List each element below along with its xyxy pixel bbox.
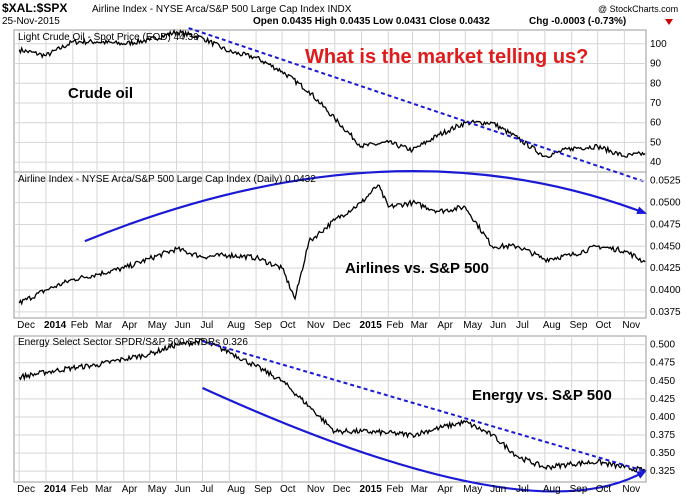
y-tick-label: 0.0425 [650, 263, 681, 274]
panel-3-frame [13, 335, 647, 483]
x-tick-label: May [463, 320, 482, 331]
watermark: @ StockCharts.com [598, 4, 678, 14]
x-tick-label: Nov [622, 320, 640, 331]
x-tick-label: Jul [200, 320, 213, 331]
ohlc-readout: Open 0.0435 High 0.0435 Low 0.0431 Close… [253, 16, 490, 27]
x-tick-label: Nov [307, 484, 325, 495]
x-tick-label: Apr [122, 484, 138, 495]
y-tick-label: 0.450 [650, 376, 675, 387]
change-readout: Chg -0.0003 (-0.73%) [529, 16, 626, 27]
y-tick-label: 100 [650, 39, 667, 50]
x-tick-label: 2015 [360, 320, 383, 331]
y-tick-label: 0.375 [650, 430, 675, 441]
x-tick-label: Sep [254, 484, 272, 495]
trend-arc-3 [202, 386, 647, 493]
x-tick-label: Feb [386, 484, 404, 495]
trendline-1 [188, 27, 646, 183]
y-tick-label: 0.475 [650, 358, 675, 369]
chart-header: $XAL:$SPX Airline Index - NYSE Arca/S&P … [2, 1, 678, 27]
x-tick-label: Oct [596, 320, 612, 331]
y-tick-label: 0.400 [650, 412, 675, 423]
x-tick-label: Aug [227, 484, 245, 495]
airlines-annotation: Airlines vs. S&P 500 [345, 260, 489, 277]
symbol-label: $XAL:$SPX [2, 1, 67, 15]
x-tick-label: Apr [437, 484, 453, 495]
x-tick-label: Oct [280, 320, 296, 331]
x-tick-label: Nov [622, 484, 640, 495]
trendline-3 [202, 340, 646, 473]
down-arrow-icon [665, 19, 673, 25]
x-tick-label: 2015 [360, 484, 383, 495]
y-tick-label: 70 [650, 98, 662, 109]
panel-1-title: Light Crude Oil - Spot Price (EOD) 44.39 [18, 32, 199, 43]
x-tick-label: May [148, 484, 167, 495]
x-tick-label: Nov [307, 320, 325, 331]
y-tick-label: 0.0500 [650, 198, 681, 209]
x-tick-label: Feb [386, 320, 404, 331]
x-tick-label: Dec [17, 320, 35, 331]
x-tick-label: Aug [543, 320, 561, 331]
panel-2-frame [13, 171, 647, 319]
y-tick-label: 40 [650, 157, 662, 168]
x-tick-label: Mar [95, 320, 113, 331]
x-tick-label: Jul [200, 484, 213, 495]
y-tick-label: 0.0475 [650, 219, 681, 230]
x-tick-label: Sep [570, 484, 588, 495]
y-tick-label: 80 [650, 78, 662, 89]
x-tick-label: Sep [254, 320, 272, 331]
crude-oil-annotation: Crude oil [68, 85, 133, 102]
x-tick-label: Apr [122, 320, 138, 331]
panel-layers: 40 50 60 70 80 90 100 0.0375 0.0400 0.0425 0.0450 0… [14, 27, 681, 495]
headline: What is the market telling us? [305, 46, 588, 68]
x-tick-label: Apr [437, 320, 453, 331]
x-tick-label: 2014 [44, 484, 67, 495]
energy-annotation: Energy vs. S&P 500 [472, 387, 612, 404]
x-tick-label: Sep [570, 320, 588, 331]
x-tick-label: Jun [490, 484, 506, 495]
series-line-3 [18, 338, 646, 473]
y-tick-label: 0.350 [650, 448, 675, 459]
y-tick-label: 0.500 [650, 340, 675, 351]
x-tick-label: Mar [411, 484, 429, 495]
y-tick-label: 90 [650, 59, 662, 70]
x-tick-label: Aug [227, 320, 245, 331]
trend-arc-2 [84, 170, 647, 243]
x-tick-label: Feb [71, 320, 89, 331]
x-tick-label: May [148, 320, 167, 331]
series-line-2 [18, 184, 646, 306]
x-tick-label: Aug [543, 484, 561, 495]
x-tick-label: Oct [280, 484, 296, 495]
y-tick-label: 0.0400 [650, 285, 681, 296]
x-tick-label: Jun [175, 484, 191, 495]
x-tick-label: 2014 [44, 320, 67, 331]
symbol-description: Airline Index - NYSE Arca/S&P 500 Large … [92, 4, 352, 15]
x-tick-label: Dec [333, 320, 351, 331]
series-line-1 [18, 28, 646, 159]
x-tick-label: Dec [333, 484, 351, 495]
x-tick-label: Mar [95, 484, 113, 495]
y-tick-label: 50 [650, 137, 662, 148]
x-tick-label: Dec [17, 484, 35, 495]
y-tick-label: 0.425 [650, 394, 675, 405]
x-tick-label: Jul [516, 320, 529, 331]
x-tick-label: Feb [71, 484, 89, 495]
y-tick-label: 0.0525 [650, 176, 681, 187]
x-tick-label: Jul [516, 484, 529, 495]
x-tick-label: Jun [175, 320, 191, 331]
x-tick-label: Jun [490, 320, 506, 331]
x-tick-label: May [463, 484, 482, 495]
x-tick-label: Oct [596, 484, 612, 495]
panel-2-title: Airline Index - NYSE Arca/S&P 500 Large … [18, 174, 316, 185]
y-tick-label: 0.0375 [650, 307, 681, 318]
date-label: 25-Nov-2015 [2, 16, 60, 27]
y-tick-label: 0.325 [650, 466, 675, 477]
panel-3-title: Energy Select Sector SPDR/S&P 500 SPDRs … [18, 337, 248, 348]
x-tick-label: Mar [411, 320, 429, 331]
y-tick-label: 60 [650, 118, 662, 129]
y-tick-label: 0.0450 [650, 241, 681, 252]
